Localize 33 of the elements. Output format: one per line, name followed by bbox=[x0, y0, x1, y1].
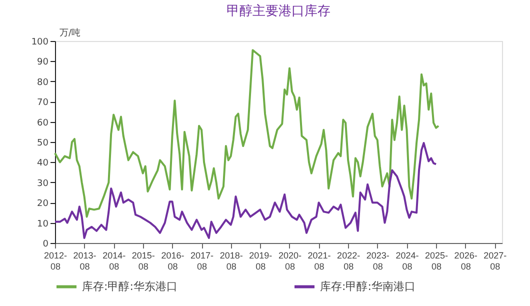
x-tick-label: 2025- 08 bbox=[425, 250, 448, 272]
chart-title: 甲醇主要港口库存 bbox=[226, 3, 330, 19]
legend-label: 库存:甲醇:华东港口 bbox=[82, 280, 178, 293]
y-tick-label: 90 bbox=[37, 58, 49, 68]
y-tick-label: 20 bbox=[37, 199, 49, 210]
y-tick-label: 30 bbox=[37, 178, 49, 189]
x-tick-label: 2027- 08 bbox=[484, 250, 507, 272]
x-tick-label: 2013- 08 bbox=[73, 250, 96, 272]
x-tick-label: 2017- 08 bbox=[190, 250, 214, 272]
x-tick-label: 2012- 08 bbox=[44, 250, 68, 272]
x-tick-label: 2023- 08 bbox=[366, 250, 390, 272]
x-tick-label: 2022- 08 bbox=[337, 250, 360, 272]
legend-label: 库存:甲醇:华南港口 bbox=[320, 280, 416, 293]
y-tick-label: 40 bbox=[37, 158, 49, 169]
x-tick-label: 2019- 08 bbox=[249, 250, 272, 272]
x-tick-label: 2014- 08 bbox=[102, 250, 126, 272]
x-tick-label: 2015- 08 bbox=[132, 250, 155, 272]
x-tick-label: 2016- 08 bbox=[161, 250, 184, 272]
y-tick-label: 80 bbox=[37, 78, 49, 88]
x-tick-label: 2024- 08 bbox=[396, 250, 419, 272]
x-tick-label: 2026- 08 bbox=[454, 250, 478, 272]
x-tick-label: 2020- 08 bbox=[278, 250, 302, 272]
line-series bbox=[54, 49, 440, 218]
y-tick-label: 60 bbox=[37, 118, 49, 128]
y-tick-label: 100 bbox=[31, 38, 49, 48]
y-tick-label: 0 bbox=[42, 240, 49, 250]
line-series bbox=[54, 142, 438, 239]
y-tick-label: 50 bbox=[37, 138, 49, 148]
x-tick-label: 2021- 08 bbox=[308, 250, 331, 272]
y-axis-title: 万/吨 bbox=[60, 28, 81, 38]
y-tick-label: 70 bbox=[37, 98, 49, 108]
x-tick-label: 2018- 08 bbox=[220, 250, 243, 272]
y-tick-label: 10 bbox=[37, 219, 49, 230]
